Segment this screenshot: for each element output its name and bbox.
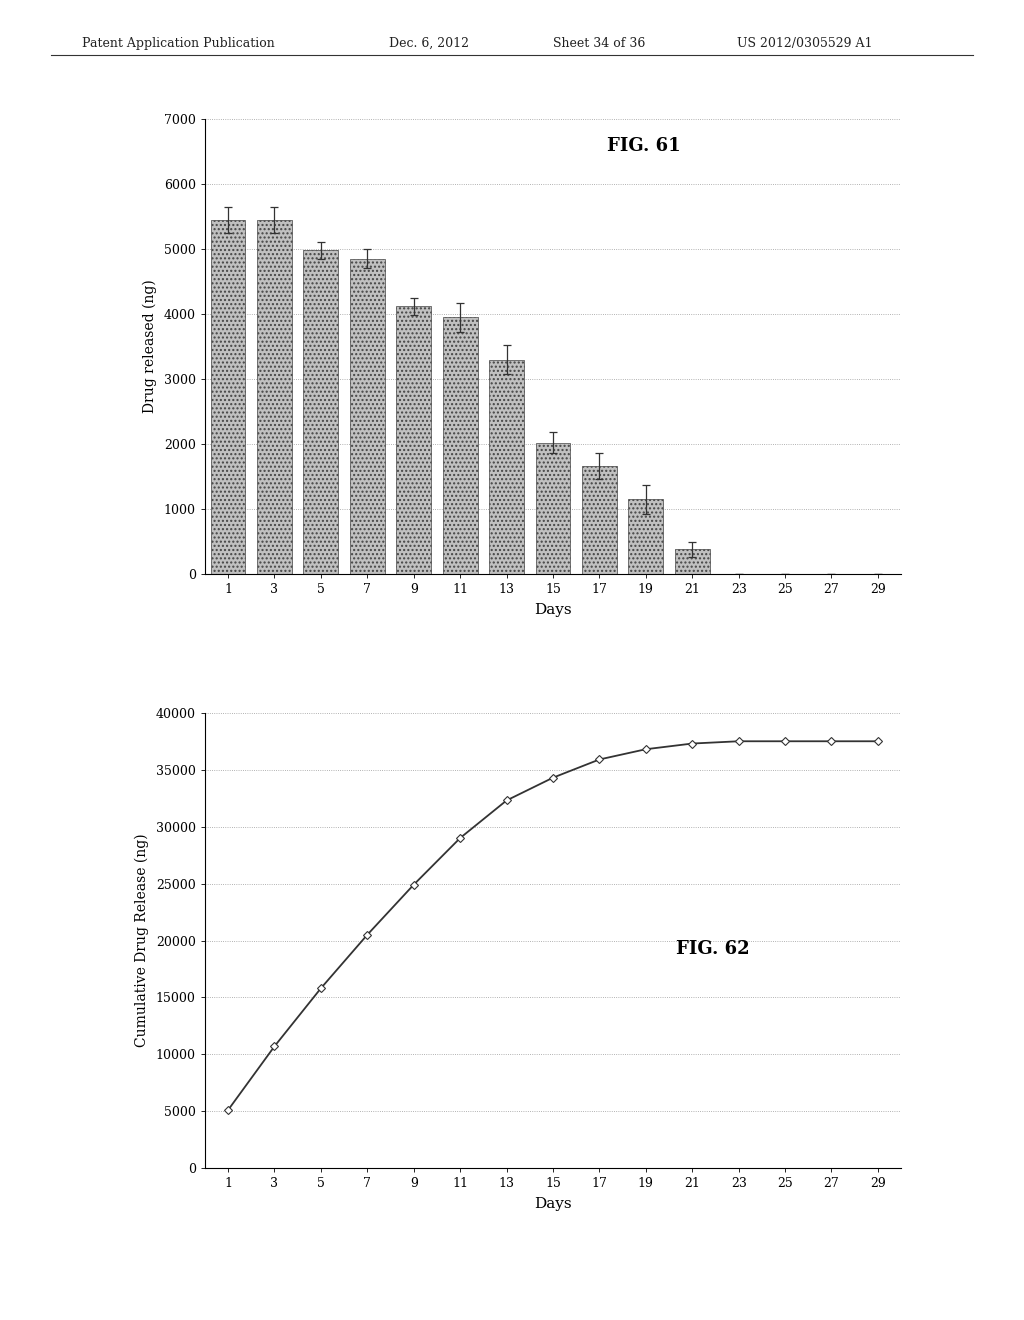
Bar [582,466,616,574]
Text: FIG. 62: FIG. 62 [676,940,750,958]
Bar [396,306,431,574]
Bar [675,549,710,574]
Bar [303,251,338,574]
Bar [257,219,292,574]
Y-axis label: Cumulative Drug Release (ng): Cumulative Drug Release (ng) [134,834,148,1047]
X-axis label: Days: Days [535,603,571,618]
Bar [350,259,385,574]
Text: Sheet 34 of 36: Sheet 34 of 36 [553,37,645,50]
Text: Dec. 6, 2012: Dec. 6, 2012 [389,37,469,50]
Bar [489,359,524,574]
X-axis label: Days: Days [535,1197,571,1212]
Bar [536,442,570,574]
Text: US 2012/0305529 A1: US 2012/0305529 A1 [737,37,872,50]
Text: Patent Application Publication: Patent Application Publication [82,37,274,50]
Bar [442,317,477,574]
Bar [629,499,664,574]
Y-axis label: Drug released (ng): Drug released (ng) [142,280,157,413]
Bar [211,219,246,574]
Text: FIG. 61: FIG. 61 [606,137,680,154]
